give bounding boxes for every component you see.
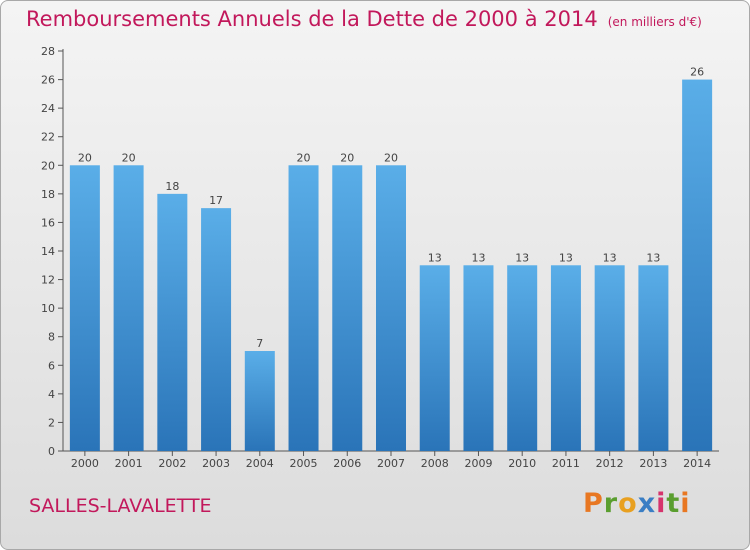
y-tick-label: 16 [41, 216, 55, 229]
commune-name: SALLES-LAVALETTE [29, 495, 212, 517]
x-tick-label: 2004 [246, 457, 274, 470]
bar-value-label: 17 [209, 194, 223, 207]
bar [682, 79, 713, 452]
y-tick-label: 2 [48, 416, 55, 429]
x-tick-label: 2013 [639, 457, 667, 470]
x-tick-label: 2008 [421, 457, 449, 470]
proxiti-logo: Proxiti [583, 488, 691, 519]
bar [376, 165, 406, 452]
y-tick-label: 4 [48, 388, 55, 401]
x-tick-label: 2012 [596, 457, 624, 470]
bar-value-label: 20 [384, 151, 398, 164]
bar [419, 265, 450, 451]
y-tick-label: 22 [41, 131, 55, 144]
brand-letter: t [666, 488, 681, 519]
bar [638, 265, 669, 451]
brand-letter: P [583, 488, 604, 519]
bar [463, 265, 494, 451]
brand-letter: r [603, 488, 619, 519]
bar-value-label: 20 [78, 151, 92, 164]
bar-value-label: 18 [165, 180, 179, 193]
bar-value-label: 20 [340, 151, 354, 164]
x-tick-label: 2006 [333, 457, 361, 470]
bar-value-label: 13 [515, 251, 529, 264]
y-tick-label: 8 [48, 331, 55, 344]
y-tick-label: 12 [41, 274, 55, 287]
bar-value-label: 13 [603, 251, 617, 264]
chart-title-text: Remboursements Annuels de la Dette de 20… [26, 7, 598, 31]
y-tick-label: 20 [41, 159, 55, 172]
bar-value-label: 20 [122, 151, 136, 164]
bar [113, 165, 144, 452]
bar-value-label: 7 [256, 337, 263, 350]
bar-value-label: 26 [690, 66, 704, 79]
bar [288, 165, 319, 452]
bar-value-label: 13 [559, 251, 573, 264]
x-tick-label: 2009 [464, 457, 492, 470]
x-tick-label: 2002 [158, 457, 186, 470]
x-tick-label: 2011 [552, 457, 580, 470]
chart-title: Remboursements Annuels de la Dette de 20… [26, 7, 702, 31]
bar [507, 265, 538, 451]
y-tick-label: 26 [41, 74, 55, 87]
x-tick-label: 2007 [377, 457, 405, 470]
brand-letter: o [618, 488, 638, 519]
x-tick-label: 2000 [71, 457, 99, 470]
chart-unit: (en milliers d'€) [607, 15, 702, 29]
bar-value-label: 13 [646, 251, 660, 264]
y-tick-label: 28 [41, 45, 55, 58]
bar [201, 208, 232, 451]
brand-letter: i [656, 488, 667, 519]
brand-letter: x [637, 488, 657, 519]
y-tick-label: 24 [41, 102, 55, 115]
bar [332, 165, 363, 452]
x-tick-label: 2003 [202, 457, 230, 470]
y-tick-label: 18 [41, 188, 55, 201]
bar-value-label: 13 [471, 251, 485, 264]
brand-letter: i [680, 488, 691, 519]
bar-value-label: 13 [428, 251, 442, 264]
y-tick-label: 0 [48, 445, 55, 458]
bar [244, 351, 275, 451]
y-tick-label: 10 [41, 302, 55, 315]
y-tick-label: 14 [41, 245, 55, 258]
y-tick-label: 6 [48, 359, 55, 372]
bar [157, 193, 188, 451]
bar-value-label: 20 [297, 151, 311, 164]
bar [69, 165, 100, 452]
bar [594, 265, 625, 451]
x-tick-label: 2014 [683, 457, 711, 470]
x-tick-label: 2005 [290, 457, 318, 470]
bar [550, 265, 581, 451]
x-tick-label: 2010 [508, 457, 536, 470]
x-tick-label: 2001 [115, 457, 143, 470]
